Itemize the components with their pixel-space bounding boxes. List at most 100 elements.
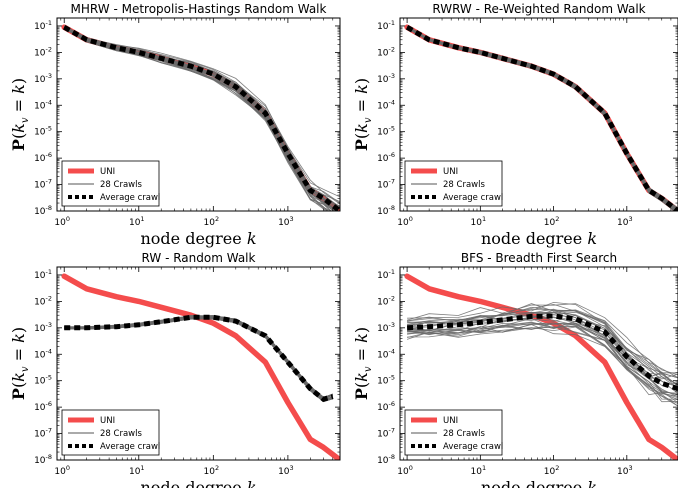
x-tick-label: 102 [204, 215, 220, 228]
plot-frame [56, 266, 341, 461]
y-tick-label: 10-3 [34, 72, 52, 85]
legend-label: Average crawl [100, 193, 160, 203]
y-axis-label: P(kv = k) [352, 78, 374, 151]
y-tick-label: 10-3 [377, 72, 395, 85]
y-tick-label: 10-4 [377, 98, 395, 111]
plot-area [404, 273, 678, 460]
x-axis-label: node degree k [481, 229, 597, 248]
x-tick-label: 102 [544, 215, 560, 228]
series-crawl-line [64, 317, 333, 400]
y-tick-label: 10-3 [377, 321, 395, 334]
y-tick-label: 10-2 [377, 45, 395, 58]
x-tick-label: 100 [397, 464, 413, 477]
x-axis-label: node degree k [481, 478, 597, 488]
y-tick-label: 10-8 [34, 204, 52, 217]
y-tick-label: 10-1 [377, 268, 395, 281]
series-crawl-line [64, 317, 333, 401]
y-tick-label: 10-1 [34, 268, 52, 281]
plot-frame [56, 17, 341, 212]
series-crawl-line [64, 317, 333, 401]
plot-frame [399, 17, 678, 212]
x-tick-label: 103 [278, 464, 294, 477]
legend: UNI 28 Crawls Average crawl [61, 409, 160, 456]
legend: UNI 28 Crawls Average crawl [61, 160, 160, 207]
y-tick-label: 10-6 [34, 400, 52, 413]
legend-label: UNI [100, 416, 115, 426]
panel-title: MHRW - Metropolis-Hastings Random Walk [71, 2, 327, 16]
series-crawl-line [406, 325, 678, 399]
y-tick-label: 10-4 [377, 347, 395, 360]
x-tick-label: 101 [471, 464, 487, 477]
series-crawl-line [64, 25, 340, 204]
series-crawl-line [64, 316, 333, 401]
series-crawl-line [406, 303, 678, 379]
x-tick-label: 100 [54, 215, 70, 228]
panel-title: RW - Random Walk [142, 251, 256, 265]
panel-title: RWRW - Re-Weighted Random Walk [432, 2, 645, 16]
legend-label: Average crawl [443, 193, 503, 203]
series-crawl-line [64, 317, 333, 403]
legend-label: UNI [443, 167, 458, 177]
legend-label: 28 Crawls [443, 429, 485, 439]
x-tick-label: 100 [54, 464, 70, 477]
x-axis-label: node degree k [140, 229, 256, 248]
y-tick-label: 10-2 [377, 294, 395, 307]
y-tick-label: 10-5 [34, 125, 52, 138]
legend-label: 28 Crawls [443, 180, 485, 190]
y-tick-label: 10-1 [377, 19, 395, 32]
series-crawl-line [407, 326, 678, 397]
y-tick-label: 10-4 [34, 98, 52, 111]
series-average-line [405, 25, 678, 211]
y-tick-label: 10-7 [34, 178, 52, 191]
y-tick-label: 10-6 [34, 151, 52, 164]
y-tick-label: 10-7 [34, 427, 52, 440]
x-tick-label: 101 [129, 215, 145, 228]
legend-label: 28 Crawls [100, 180, 142, 190]
y-axis-label: P(kv = k) [9, 327, 31, 400]
y-tick-label: 10-6 [377, 400, 395, 413]
series-average-line [62, 25, 340, 211]
legend: UNI 28 Crawls Average crawl [404, 409, 503, 456]
plot-area [404, 24, 678, 211]
panel-title: BFS - Breadth First Search [461, 251, 617, 265]
y-tick-label: 10-8 [34, 453, 52, 466]
y-tick-label: 10-8 [377, 453, 395, 466]
y-tick-label: 10-2 [34, 294, 52, 307]
y-axis-label: P(kv = k) [352, 327, 374, 400]
x-tick-label: 101 [471, 215, 487, 228]
series-crawl-line [63, 26, 336, 211]
series-average-line [406, 313, 678, 392]
legend-label: UNI [100, 167, 115, 177]
legend: UNI 28 Crawls Average crawl [404, 160, 503, 207]
x-tick-label: 100 [397, 215, 413, 228]
y-tick-label: 10-5 [377, 374, 395, 387]
series-crawl-line [407, 326, 678, 404]
y-tick-label: 10-5 [34, 374, 52, 387]
y-tick-label: 10-3 [34, 321, 52, 334]
x-tick-label: 103 [617, 215, 633, 228]
x-tick-label: 102 [204, 464, 220, 477]
y-tick-label: 10-7 [377, 178, 395, 191]
plot-area [61, 273, 340, 460]
series-crawl-line [407, 303, 678, 378]
x-tick-label: 103 [617, 464, 633, 477]
series-crawl-line [64, 317, 333, 402]
series-average-line [64, 314, 334, 402]
y-tick-label: 10-5 [377, 125, 395, 138]
series-crawl-line [64, 317, 333, 401]
y-tick-label: 10-7 [377, 427, 395, 440]
legend-label: Average crawl [443, 442, 503, 452]
series-crawl-line [64, 318, 333, 403]
y-tick-label: 10-8 [377, 204, 395, 217]
series-crawl-line [64, 317, 333, 401]
series-crawl-line [64, 318, 333, 402]
legend-label: UNI [443, 416, 458, 426]
y-axis-label: P(kv = k) [9, 78, 31, 151]
series-crawl-line [64, 318, 333, 402]
series-uni-line [61, 273, 340, 460]
